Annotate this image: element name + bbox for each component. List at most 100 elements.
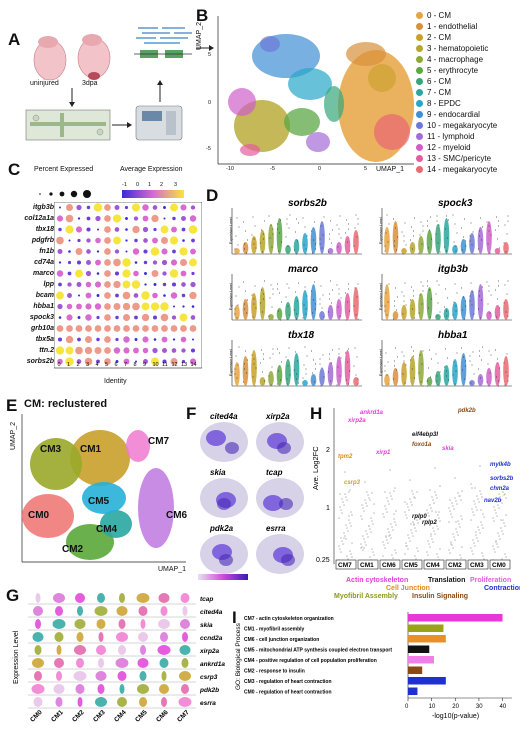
legend-item: 7 - CM — [416, 87, 520, 98]
violin — [426, 287, 433, 320]
violin-point — [499, 247, 500, 249]
violin-point — [498, 285, 499, 287]
dot — [134, 315, 138, 320]
violin-point — [481, 239, 482, 241]
violin-point — [305, 313, 307, 315]
violin — [259, 377, 266, 386]
identity-tick: 7 — [124, 362, 127, 368]
violin-point — [345, 292, 346, 294]
violin-point — [272, 233, 274, 235]
violin-point — [499, 307, 500, 309]
violin-point — [473, 373, 475, 375]
dot — [143, 359, 148, 364]
feature-gene-title: esrra — [266, 524, 286, 533]
violin-point — [488, 230, 490, 232]
violin-point — [455, 305, 457, 307]
marker-point — [457, 534, 459, 536]
marker-point — [343, 532, 345, 534]
marker-point — [369, 556, 371, 558]
violin-point — [497, 298, 498, 300]
marker-gene-label: chm2a — [490, 486, 510, 492]
violin-point — [506, 293, 508, 295]
violin-point — [446, 315, 447, 317]
h-legend-item: Translation — [428, 577, 465, 584]
dot — [151, 325, 159, 332]
violin-point — [357, 283, 359, 285]
marker-point — [432, 541, 434, 543]
violin-point — [246, 372, 247, 374]
violin-point — [473, 313, 475, 315]
marker-point — [365, 530, 367, 532]
marker-point — [404, 553, 406, 555]
violin-point — [427, 385, 428, 387]
violin-point — [505, 251, 507, 253]
stack-violin — [56, 645, 62, 655]
identity-tick: 2 — [77, 362, 80, 368]
dot — [84, 335, 93, 344]
violin-point — [437, 302, 439, 304]
stack-cluster-label: CM6 — [155, 709, 170, 724]
violin-point — [357, 218, 359, 220]
panel-label-h: H — [310, 404, 323, 423]
marker-point — [476, 537, 478, 539]
feature-hotspot — [206, 430, 226, 446]
violin — [251, 293, 257, 320]
marker-point — [385, 508, 387, 510]
marker-gene-label: eif4ebp3l — [412, 432, 438, 438]
stack-violin — [97, 593, 105, 603]
violin-point — [255, 247, 257, 249]
violin-point — [289, 314, 291, 316]
marker-point — [496, 543, 498, 545]
violin — [336, 242, 342, 254]
marker-gene-label: xirp1 — [375, 450, 391, 456]
dot — [124, 205, 129, 210]
violin-point — [505, 371, 507, 373]
stack-violin — [180, 619, 190, 629]
violin-point — [480, 377, 481, 379]
violin-point — [288, 287, 290, 289]
violin-point — [281, 241, 282, 243]
dot — [122, 302, 131, 311]
violin-point — [303, 364, 305, 366]
dot — [65, 335, 74, 344]
violin-point — [319, 298, 321, 300]
violin-point — [393, 218, 394, 220]
stack-violin — [179, 645, 191, 655]
violin-point — [496, 376, 497, 378]
violin-point — [469, 295, 471, 297]
h-cluster-box — [401, 559, 423, 570]
violin-point — [384, 365, 386, 367]
sequencing-reads-icon — [134, 27, 192, 58]
violin-point — [498, 280, 499, 282]
violin — [477, 374, 484, 386]
violin-point — [328, 251, 329, 253]
violin-point — [286, 383, 288, 385]
violin — [477, 284, 484, 320]
label-uninjured: uninjured — [30, 80, 59, 87]
violin-point — [405, 244, 407, 246]
marker-point — [404, 501, 406, 503]
violin-point — [302, 217, 304, 219]
h-ytick: 1 — [326, 505, 330, 512]
violin-point — [304, 286, 306, 288]
violin-point — [388, 283, 390, 285]
stack-violin — [137, 684, 149, 694]
violin-point — [453, 241, 455, 243]
marker-point — [434, 491, 436, 493]
marker-point — [341, 540, 343, 542]
violin-point — [314, 221, 315, 223]
violin-point — [332, 289, 333, 291]
marker-point — [351, 514, 353, 516]
stack-violin — [76, 632, 84, 642]
legend-swatch — [416, 56, 423, 63]
violin-point — [496, 216, 497, 218]
violin-point — [470, 222, 472, 224]
stack-gene-label: ccnd2a — [200, 635, 223, 642]
dot — [163, 206, 166, 209]
marker-point — [405, 514, 407, 516]
h-legend-item: Proliferation — [470, 577, 511, 584]
dot — [142, 204, 149, 211]
violin-point — [479, 230, 480, 232]
marker-point — [364, 541, 366, 543]
violin-point — [386, 314, 388, 316]
